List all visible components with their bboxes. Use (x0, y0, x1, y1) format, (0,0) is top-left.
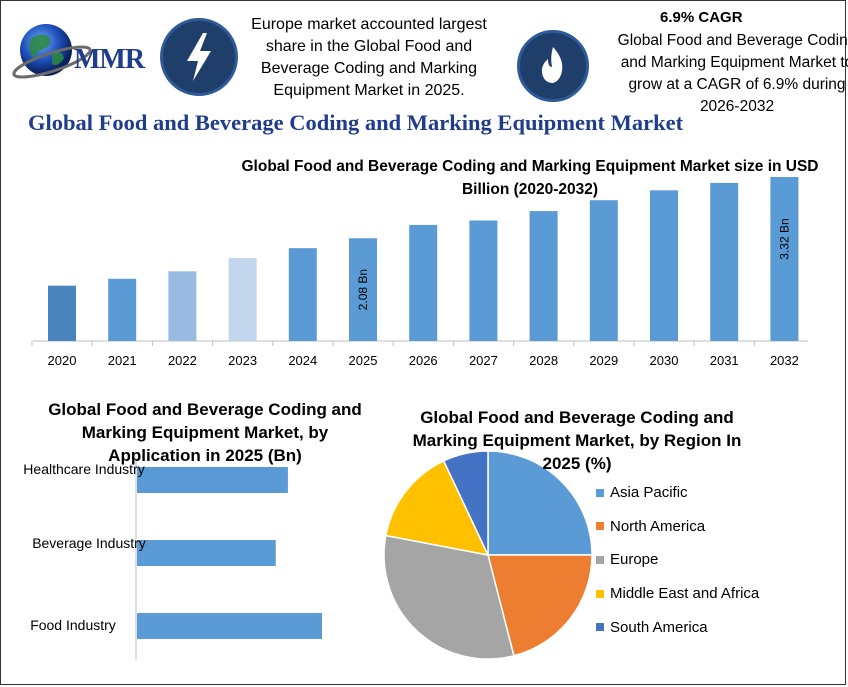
bar-2025 (349, 238, 377, 341)
legend-swatch (596, 555, 604, 564)
x-tick-label: 2022 (168, 353, 197, 368)
bar-2030 (650, 190, 678, 341)
x-tick-label: 2021 (108, 353, 137, 368)
region-chart-title: Global Food and Beverage Coding and Mark… (412, 408, 742, 473)
pie-slice-south-america (442, 450, 489, 556)
cagr-text: Global Food and Beverage Coding and Mark… (617, 32, 848, 115)
application-bar (137, 613, 322, 639)
bar-2020 (48, 285, 76, 341)
legend-item: Middle East and Africa (596, 577, 759, 611)
legend-item: Europe (596, 543, 759, 577)
legend-label: Europe (610, 551, 659, 569)
x-tick-label: 2031 (710, 353, 739, 368)
x-tick-label: 2030 (650, 353, 679, 368)
globe-icon (12, 24, 92, 79)
legend-label: North America (610, 517, 706, 535)
bar-2024 (288, 248, 317, 341)
x-tick-label: 2029 (589, 353, 618, 368)
application-label: Beverage Industry (32, 535, 146, 551)
legend-swatch (596, 522, 604, 531)
lightning-icon (160, 18, 238, 96)
legend-label: Middle East and Africa (610, 585, 760, 603)
legend-swatch (596, 623, 604, 632)
x-tick-label: 2028 (529, 353, 558, 368)
bar-2022 (168, 271, 197, 341)
legend-item: North America (596, 510, 759, 544)
pie-slice-middle-east-and-africa (384, 459, 490, 557)
bar-2027 (469, 220, 498, 341)
x-tick-label: 2020 (48, 353, 77, 368)
bar-2021 (108, 278, 137, 341)
cagr-title: 6.9% CAGR (660, 9, 743, 26)
x-tick-label: 2027 (469, 353, 498, 368)
legend-swatch (596, 488, 604, 497)
bar-2031 (710, 182, 739, 341)
region-legend: Asia Pacific North America Europe Middle Ea… (596, 476, 759, 644)
europe-share-text: Europe market accounted largest share in… (251, 16, 487, 99)
data-label: 3.32 Bn (777, 218, 791, 259)
bar-2023 (228, 258, 257, 341)
bar-chart-title: Global Food and Beverage Coding and Mark… (241, 158, 819, 198)
legend-swatch (596, 589, 604, 598)
x-tick-label: 2025 (349, 353, 378, 368)
x-tick-label: 2023 (228, 353, 257, 368)
data-label: 2.08 Bn (356, 269, 370, 310)
application-label: Food Industry (30, 617, 116, 633)
bar-2026 (409, 224, 438, 341)
application-bar (137, 540, 276, 566)
logo-text: MMR (74, 44, 145, 75)
application-chart-title: Global Food and Beverage Coding and Mark… (48, 400, 362, 465)
pie-slice-asia-pacific (487, 450, 593, 556)
x-tick-label: 2032 (770, 353, 799, 368)
mmr-logo: MMR (12, 18, 157, 84)
bar-2032 (770, 177, 799, 341)
application-bar (137, 467, 288, 493)
bar-2028 (529, 211, 558, 341)
pie-slice-europe (383, 534, 515, 660)
pie-slice-north-america (487, 554, 593, 657)
legend-item: South America (596, 610, 759, 644)
legend-label: Asia Pacific (610, 484, 688, 502)
x-tick-label: 2026 (409, 353, 438, 368)
application-label: Healthcare Industry (23, 461, 145, 477)
bar-2029 (589, 200, 618, 341)
x-tick-label: 2024 (288, 353, 317, 368)
page-title: Global Food and Beverage Coding and Mark… (28, 110, 684, 135)
legend-label: South America (610, 618, 708, 636)
legend-item: Asia Pacific (596, 476, 759, 510)
flame-icon (517, 30, 589, 102)
